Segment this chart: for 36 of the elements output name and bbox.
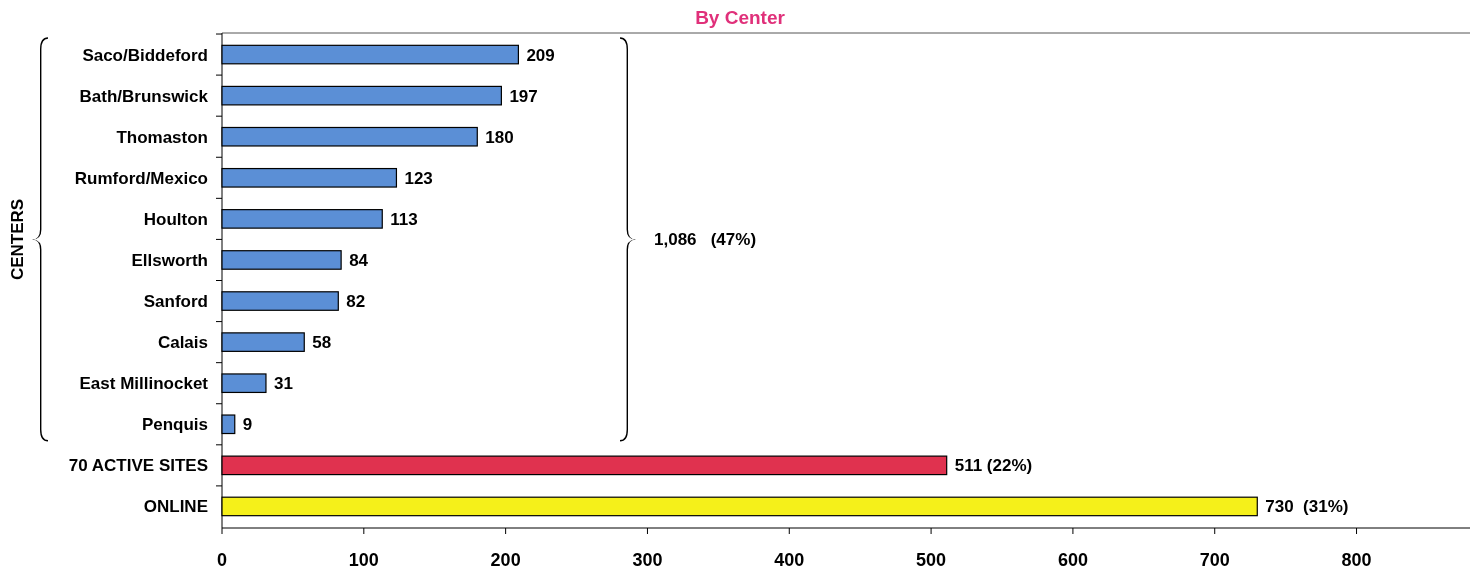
data-label: 730 (31%): [1265, 497, 1349, 517]
y-tick-label: Rumford/Mexico: [74, 168, 208, 188]
y-tick-label: Ellsworth: [131, 250, 208, 270]
data-label: 84: [349, 250, 369, 270]
y-tick-label: Sanford: [143, 291, 208, 311]
data-label: 123: [404, 168, 433, 188]
y-axis-title: CENTERS: [8, 198, 27, 281]
data-label: 82: [346, 291, 366, 311]
annotation: 1,086 (47%): [654, 230, 757, 250]
data-label: 209: [526, 45, 555, 65]
x-tick-label: 600: [1057, 550, 1088, 570]
chart-title: By Center: [695, 7, 786, 28]
data-label: 197: [509, 86, 538, 106]
x-tick-label: 200: [490, 550, 521, 570]
x-tick-label: 500: [916, 550, 947, 570]
y-tick-label: Houlton: [143, 209, 208, 229]
y-tick-label: Bath/Brunswick: [79, 86, 209, 106]
y-tick-label: Penquis: [141, 415, 208, 435]
y-tick-label: 70 ACTIVE SITES: [68, 456, 208, 476]
x-tick-label: 100: [348, 550, 379, 570]
data-label: 180: [485, 127, 514, 147]
x-tick-label: 0: [216, 550, 228, 570]
data-label: 31: [273, 374, 293, 394]
data-label: 9: [242, 415, 253, 435]
y-tick-label: East Millinocket: [79, 374, 209, 394]
x-tick-label: 300: [632, 550, 663, 570]
data-label: 113: [390, 209, 418, 229]
x-tick-label: 400: [774, 550, 805, 570]
y-tick-label: Thomaston: [116, 127, 208, 147]
data-label: 511 (22%): [954, 456, 1033, 476]
y-tick-label: Saco/Biddeford: [82, 45, 208, 65]
data-label: 58: [312, 333, 332, 353]
x-tick-label: 700: [1199, 550, 1230, 570]
x-tick-label: 800: [1341, 550, 1372, 570]
y-tick-label: ONLINE: [143, 497, 208, 517]
y-tick-label: Calais: [157, 333, 208, 353]
